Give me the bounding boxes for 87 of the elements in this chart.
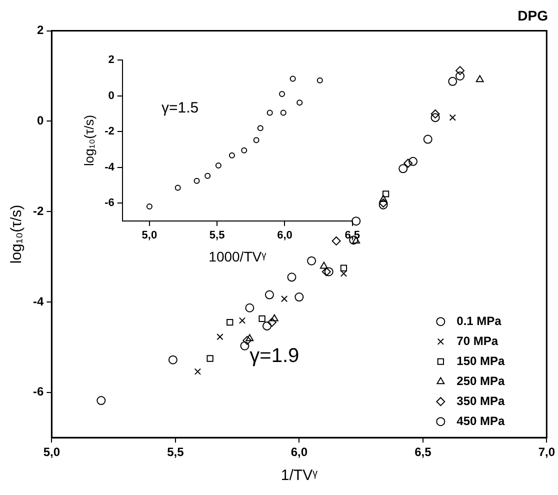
point	[430, 109, 440, 118]
point	[456, 72, 465, 80]
x-tick-label: 5,5	[209, 230, 225, 242]
chart-title: DPG	[518, 7, 548, 24]
legend-label: 250 MPa	[456, 374, 506, 388]
point	[332, 236, 341, 246]
x-tick-label: 5,0	[142, 230, 158, 242]
y-tick-label: 2	[36, 23, 44, 38]
point	[204, 172, 211, 179]
x-tick-label: 7,0	[538, 445, 556, 460]
point	[216, 333, 224, 340]
y-tick-label: -6	[104, 197, 114, 210]
point	[382, 190, 390, 198]
point	[228, 152, 235, 158]
point	[324, 267, 334, 276]
point	[307, 256, 316, 266]
x-tick-label: 6,5	[414, 445, 432, 460]
point	[404, 158, 413, 168]
point	[215, 162, 222, 169]
point	[206, 355, 214, 362]
x-axis-title: 1/TVᵞ	[280, 467, 318, 484]
point	[448, 76, 458, 86]
point	[174, 184, 181, 191]
point	[290, 76, 296, 82]
legend-label: 450 MPa	[456, 414, 506, 428]
point	[280, 110, 286, 116]
y-tick-label: -4	[104, 161, 116, 174]
point	[352, 216, 361, 226]
point	[449, 114, 456, 121]
point	[246, 334, 254, 342]
y-axis-title: log₁₀(τ/s)	[8, 204, 26, 264]
y-tick-label: 2	[108, 54, 114, 66]
legend-label: 70 MPa	[456, 334, 498, 348]
point	[294, 292, 304, 302]
point	[270, 314, 278, 322]
legend-label: 350 MPa	[456, 394, 506, 408]
point	[476, 75, 484, 82]
point	[253, 137, 260, 144]
point	[423, 134, 432, 144]
point	[408, 156, 418, 166]
point	[316, 77, 323, 84]
point	[264, 290, 274, 300]
point	[258, 315, 266, 322]
point	[398, 164, 408, 174]
legend-label: 150 MPa	[456, 354, 506, 368]
annotation: γ=1.5	[161, 99, 199, 116]
point	[322, 267, 331, 276]
point	[287, 272, 296, 282]
y-axis-title: log₁₀(τ/s)	[81, 114, 96, 166]
point	[194, 368, 202, 375]
point	[146, 204, 152, 210]
point	[340, 264, 348, 272]
y-tick-label: -4	[33, 294, 44, 308]
point	[96, 396, 106, 406]
point	[280, 296, 288, 302]
x-tick-label: 5,0	[43, 445, 60, 460]
point	[340, 270, 348, 277]
point	[320, 262, 328, 269]
point	[240, 341, 250, 350]
x-axis-title: 1000/TVᵞ	[208, 248, 267, 264]
point	[379, 194, 388, 202]
point	[242, 336, 252, 345]
point	[238, 317, 246, 324]
x-tick-label: 6,0	[277, 230, 292, 242]
y-tick-label: -6	[33, 384, 44, 399]
point	[430, 113, 440, 122]
point	[456, 66, 465, 76]
x-tick-label: 5,5	[167, 445, 184, 460]
annotation: γ=1.9	[250, 344, 300, 367]
y-tick-label: 0	[108, 90, 114, 102]
legend-label: 0.1 MPa	[456, 314, 502, 328]
x-tick-label: 6,0	[290, 445, 308, 460]
point	[257, 125, 264, 132]
point	[226, 319, 234, 326]
point	[245, 303, 254, 312]
point	[241, 147, 248, 154]
point	[296, 100, 303, 106]
y-tick-label: 0	[36, 114, 44, 128]
point	[267, 318, 276, 327]
point	[168, 355, 178, 364]
point	[279, 90, 286, 97]
y-tick-label: -2	[33, 204, 44, 218]
y-tick-label: -2	[104, 126, 114, 138]
point	[266, 110, 273, 116]
point	[194, 178, 200, 184]
x-tick-label: 6,5	[344, 230, 360, 242]
point	[262, 321, 272, 330]
